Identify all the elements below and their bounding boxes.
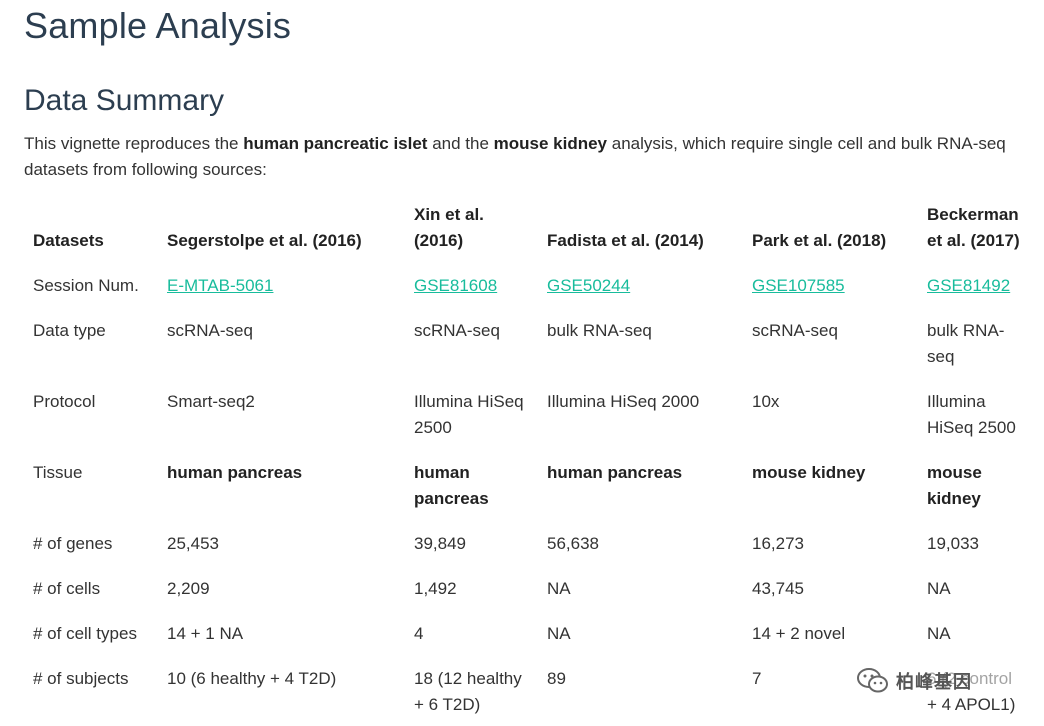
table-cell: human pancreas — [547, 463, 683, 482]
table-cell: Smart-seq2 — [167, 392, 255, 411]
table-cell: 10 (6 healthy + 4 T2D) — [167, 669, 337, 688]
wechat-icon — [856, 666, 890, 696]
table-cell: scRNA-seq — [752, 321, 838, 340]
table-cell: 56,638 — [547, 534, 599, 553]
page-title: Sample Analysis — [24, 5, 292, 46]
session-link[interactable]: GSE50244 — [547, 276, 631, 295]
row-label: Data type — [33, 321, 106, 340]
data-summary-table: Datasets Segerstolpe et al. (2016) Xin e… — [24, 196, 1029, 718]
table-cell: human pancreas — [167, 463, 303, 482]
table-cell: 2,209 — [167, 579, 210, 598]
table-cell: bulk RNA-seq — [547, 321, 652, 340]
table-cell: NA — [547, 579, 571, 598]
watermark: 柏峰基因 — [856, 664, 1026, 698]
header-datasets: Datasets — [33, 231, 104, 250]
table-cell: 1,492 — [414, 579, 457, 598]
intro-text-1: This vignette reproduces the — [24, 134, 244, 153]
table-row: Session Num. E-MTAB-5061 GSE81608 GSE502… — [24, 254, 1029, 299]
header-xin: Xin et al. (2016) — [414, 205, 484, 250]
watermark-text: 柏峰基因 — [896, 672, 972, 692]
table-row: Data type scRNA-seq scRNA-seq bulk RNA-s… — [24, 299, 1029, 370]
table-cell: NA — [927, 579, 951, 598]
table-cell: NA — [547, 624, 571, 643]
table-cell: scRNA-seq — [167, 321, 253, 340]
row-label: # of subjects — [33, 669, 129, 688]
header-park: Park et al. (2018) — [752, 231, 887, 250]
session-link[interactable]: GSE107585 — [752, 276, 845, 295]
session-link[interactable]: GSE81608 — [414, 276, 498, 295]
table-cell: 10x — [752, 392, 780, 411]
table-cell: 4 — [414, 624, 424, 643]
row-label: Tissue — [33, 463, 83, 482]
session-link[interactable]: E-MTAB-5061 — [167, 276, 274, 295]
table-row: Protocol Smart-seq2 Illumina HiSeq 2500 … — [24, 370, 1029, 441]
table-row: # of genes 25,453 39,849 56,638 16,273 1… — [24, 512, 1029, 557]
table-cell: 7 — [752, 669, 762, 688]
session-link[interactable]: GSE81492 — [927, 276, 1011, 295]
row-label: # of cells — [33, 579, 101, 598]
table-cell: mouse kidney — [927, 463, 982, 508]
header-segerstolpe: Segerstolpe et al. (2016) — [167, 231, 362, 250]
table-cell: 39,849 — [414, 534, 466, 553]
table-cell: NA — [927, 624, 951, 643]
header-fadista: Fadista et al. (2014) — [547, 231, 704, 250]
table-cell: 14 + 2 novel — [752, 624, 846, 643]
table-cell: Illumina HiSeq 2500 — [927, 392, 1016, 437]
table-cell: 16,273 — [752, 534, 804, 553]
table-cell: mouse kidney — [752, 463, 866, 482]
table-row: Tissue human pancreas human pancreas hum… — [24, 441, 1029, 512]
intro-paragraph: This vignette reproduces the human pancr… — [24, 131, 1024, 183]
table-cell: 18 (12 healthy + 6 T2D) — [414, 669, 522, 714]
table-cell: scRNA-seq — [414, 321, 500, 340]
table-cell: 14 + 1 NA — [167, 624, 244, 643]
row-label: # of cell types — [33, 624, 137, 643]
intro-text-3: analysis, which require single cell and … — [24, 134, 1006, 179]
row-label: Session Num. — [33, 276, 139, 295]
table-row: # of cell types 14 + 1 NA 4 NA 14 + 2 no… — [24, 602, 1029, 647]
table-cell: 89 — [547, 669, 566, 688]
table-cell: human pancreas — [414, 463, 489, 508]
table-cell: 19,033 — [927, 534, 979, 553]
table-cell: Illumina HiSeq 2500 — [414, 392, 524, 437]
table-cell: 25,453 — [167, 534, 219, 553]
intro-text-2: and the — [427, 134, 494, 153]
table-row: # of cells 2,209 1,492 NA 43,745 NA — [24, 557, 1029, 602]
table-cell: bulk RNA-seq — [927, 321, 1005, 366]
intro-bold-2: mouse kidney — [493, 134, 608, 153]
intro-bold-1: human pancreatic islet — [243, 134, 428, 153]
table-cell: Illumina HiSeq 2000 — [547, 392, 700, 411]
header-beckerman: Beckerman et al. (2017) — [927, 205, 1020, 250]
table-header-row: Datasets Segerstolpe et al. (2016) Xin e… — [24, 196, 1029, 254]
row-label: Protocol — [33, 392, 96, 411]
table-cell: 43,745 — [752, 579, 804, 598]
row-label: # of genes — [33, 534, 113, 553]
section-title: Data Summary — [24, 84, 225, 117]
